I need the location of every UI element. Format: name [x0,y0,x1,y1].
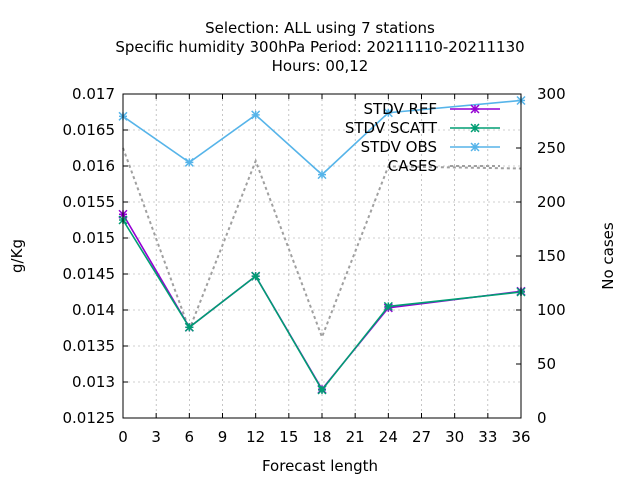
legend-label-stdv-obs: STDV OBS [361,138,437,156]
x-tick-label: 33 [478,428,497,446]
y-tick-label: 0.0165 [63,121,116,139]
x-tick-label: 27 [412,428,431,446]
y2-axis-label: No cases [599,222,617,290]
y-tick-label: 0.014 [72,301,115,319]
y-axis-label: g/Kg [8,239,26,273]
y-tick-label: 0.0135 [63,337,116,355]
marker-stroke [383,301,393,311]
x-tick-label: 6 [185,428,195,446]
marker-stroke [251,110,261,120]
y2-tick-label: 250 [537,139,566,157]
legend-marker-stdv-ref [470,104,480,114]
x-tick-label: 30 [445,428,464,446]
data-point-stdv-scatt [184,322,194,332]
x-tick-label: 9 [218,428,228,446]
data-point-stdv-scatt [317,385,327,395]
y2-tick-label: 300 [537,85,566,103]
x-tick-label: 12 [246,428,265,446]
data-point-stdv-obs [251,110,261,120]
legend-label-stdv-ref: STDV REF [363,100,437,118]
y2-tick-label: 50 [537,355,556,373]
series-line-cases [122,147,522,340]
y2-tick-label: 150 [537,247,566,265]
data-point-stdv-obs [317,170,327,180]
legend-label-cases: CASES [388,157,437,175]
plot-frame [122,93,522,419]
tick-labels: 0 3 6 9 12 15 18 21 24 27 30 33 360.01250.0130.01350… [63,85,566,446]
series-line-stdv-obs [122,99,522,176]
y-tick-label: 0.0155 [63,193,116,211]
legend-marker-stdv-scatt [470,123,480,133]
y-tick-label: 0.016 [72,157,115,175]
y2-tick-label: 200 [537,193,566,211]
y-tick-label: 0.0145 [63,265,116,283]
marker-stroke [317,385,327,395]
data-point-stdv-scatt [251,271,261,281]
x-tick-label: 0 [118,428,128,446]
chart-title-line-1: Selection: ALL using 7 stations [205,19,435,37]
data-point-stdv-scatt [383,301,393,311]
data-point-stdv-obs [184,157,194,167]
marker-stroke [470,104,480,114]
series-line-stdv-scatt [122,219,522,392]
x-tick-label: 21 [346,428,365,446]
legend-label-stdv-scatt: STDV SCATT [345,119,438,137]
marker-stroke [184,322,194,332]
x-tick-label: 36 [511,428,530,446]
marker-stroke [251,271,261,281]
y-tick-label: 0.015 [72,229,115,247]
data-point-stdv-obs [383,108,393,118]
marker-stroke [383,108,393,118]
marker-stroke [317,170,327,180]
x-axis-label: Forecast length [262,457,378,475]
x-tick-label: 3 [151,428,161,446]
series-layer [118,95,526,395]
y-tick-label: 0.013 [72,373,115,391]
x-tick-label: 15 [279,428,298,446]
y2-tick-label: 0 [537,409,547,427]
y-tick-label: 0.0125 [63,409,116,427]
legend-marker-stdv-obs [470,142,480,152]
grid [122,93,522,419]
y-tick-label: 0.017 [72,85,115,103]
marker-stroke [470,142,480,152]
y2-tick-label: 100 [537,301,566,319]
marker-stroke [470,123,480,133]
marker-stroke [184,157,194,167]
x-tick-label: 24 [379,428,398,446]
x-tick-label: 18 [312,428,331,446]
chart-title-line-3: Hours: 00,12 [272,57,369,75]
chart-title-line-2: Specific humidity 300hPa Period: 2021111… [115,38,524,56]
